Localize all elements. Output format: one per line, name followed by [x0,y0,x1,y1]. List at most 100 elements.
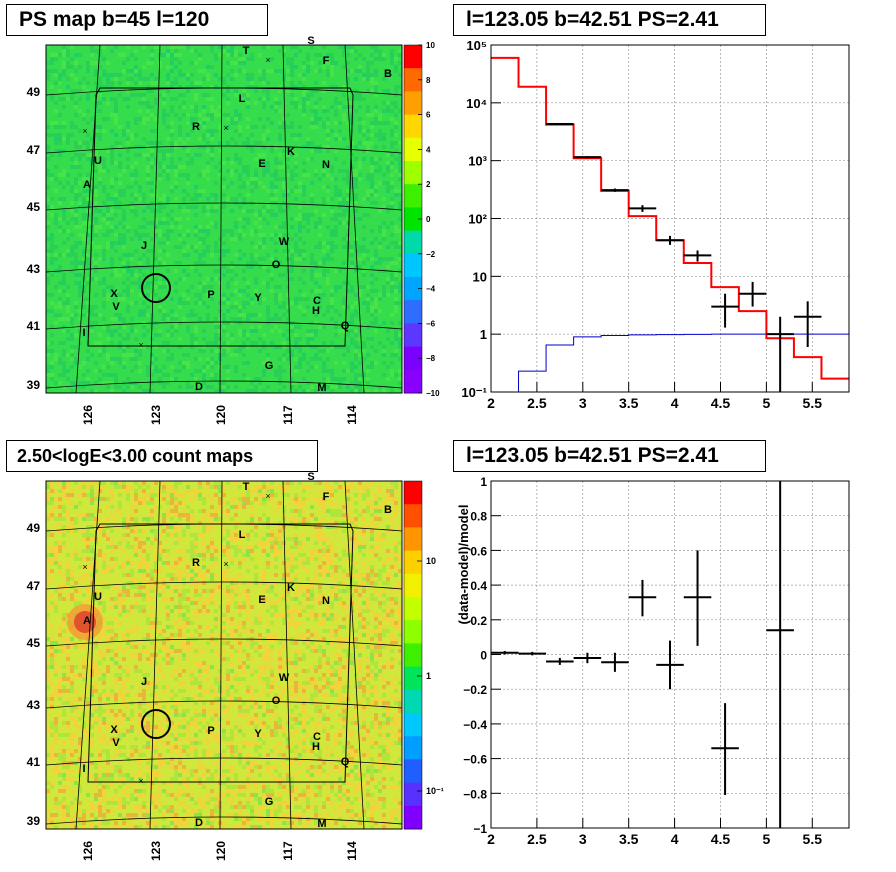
map-pixel [138,485,142,489]
map-pixel [322,261,326,265]
map-pixel [102,657,106,661]
map-pixel [102,789,106,793]
map-pixel [122,781,126,785]
map-pixel [110,289,114,293]
map-pixel [98,753,102,757]
map-pixel [154,101,158,105]
color-scale-tick-label: 6 [426,111,431,120]
map-pixel [54,57,58,61]
map-pixel [62,73,66,77]
map-pixel [74,589,78,593]
map-pixel [166,625,170,629]
map-pixel [142,717,146,721]
map-pixel [242,305,246,309]
map-pixel [130,165,134,169]
map-pixel [186,573,190,577]
map-pixel [98,789,102,793]
map-pixel [82,381,86,385]
map-pixel [170,633,174,637]
map-pixel [286,261,290,265]
map-pixel [202,565,206,569]
map-pixel [354,389,358,393]
map-pixel [214,637,218,641]
map-pixel [142,541,146,545]
map-pixel [186,329,190,333]
map-pixel [62,65,66,69]
map-pixel [118,345,122,349]
map-pixel [326,69,330,73]
map-pixel [210,701,214,705]
map-pixel [194,749,198,753]
map-pixel [122,345,126,349]
map-pixel [254,229,258,233]
map-pixel [378,53,382,57]
map-pixel [130,717,134,721]
map-pixel [62,45,66,49]
map-pixel [370,345,374,349]
map-pixel [98,677,102,681]
map-pixel [238,289,242,293]
map-pixel [134,381,138,385]
map-pixel [154,333,158,337]
map-pixel [62,253,66,257]
map-pixel [154,821,158,825]
map-pixel [146,637,150,641]
map-pixel [66,133,70,137]
map-pixel [114,97,118,101]
map-pixel [102,677,106,681]
map-pixel [218,725,222,729]
map-pixel [110,773,114,777]
map-pixel [94,245,98,249]
map-pixel [142,817,146,821]
map-pixel [342,169,346,173]
map-pixel [122,585,126,589]
map-pixel [174,621,178,625]
map-pixel [194,325,198,329]
map-pixel [210,277,214,281]
map-pixel [298,133,302,137]
map-pixel [174,557,178,561]
map-pixel [142,577,146,581]
map-pixel [198,261,202,265]
map-pixel [346,329,350,333]
map-pixel [94,645,98,649]
map-pixel [50,665,54,669]
map-pixel [206,601,210,605]
map-pixel [130,725,134,729]
map-pixel [350,361,354,365]
map-pixel [218,389,222,393]
map-pixel [90,329,94,333]
map-pixel [182,645,186,649]
map-pixel [102,201,106,205]
map-pixel [194,813,198,817]
map-pixel [46,185,50,189]
map-pixel [258,153,262,157]
map-pixel [174,165,178,169]
map-pixel [182,717,186,721]
map-pixel [146,365,150,369]
map-pixel [230,533,234,537]
map-pixel [198,193,202,197]
map-pixel [226,141,230,145]
map-pixel [226,365,230,369]
map-pixel [398,333,402,337]
map-pixel [182,353,186,357]
map-pixel [170,517,174,521]
map-pixel [102,277,106,281]
map-pixel [202,805,206,809]
map-pixel [142,793,146,797]
map-pixel [94,565,98,569]
map-pixel [86,637,90,641]
map-pixel [78,513,82,517]
map-pixel [286,125,290,129]
map-pixel [274,325,278,329]
map-pixel [54,133,58,137]
map-pixel [326,109,330,113]
map-pixel [194,581,198,585]
map-pixel [298,365,302,369]
map-pixel [78,233,82,237]
map-pixel [90,233,94,237]
